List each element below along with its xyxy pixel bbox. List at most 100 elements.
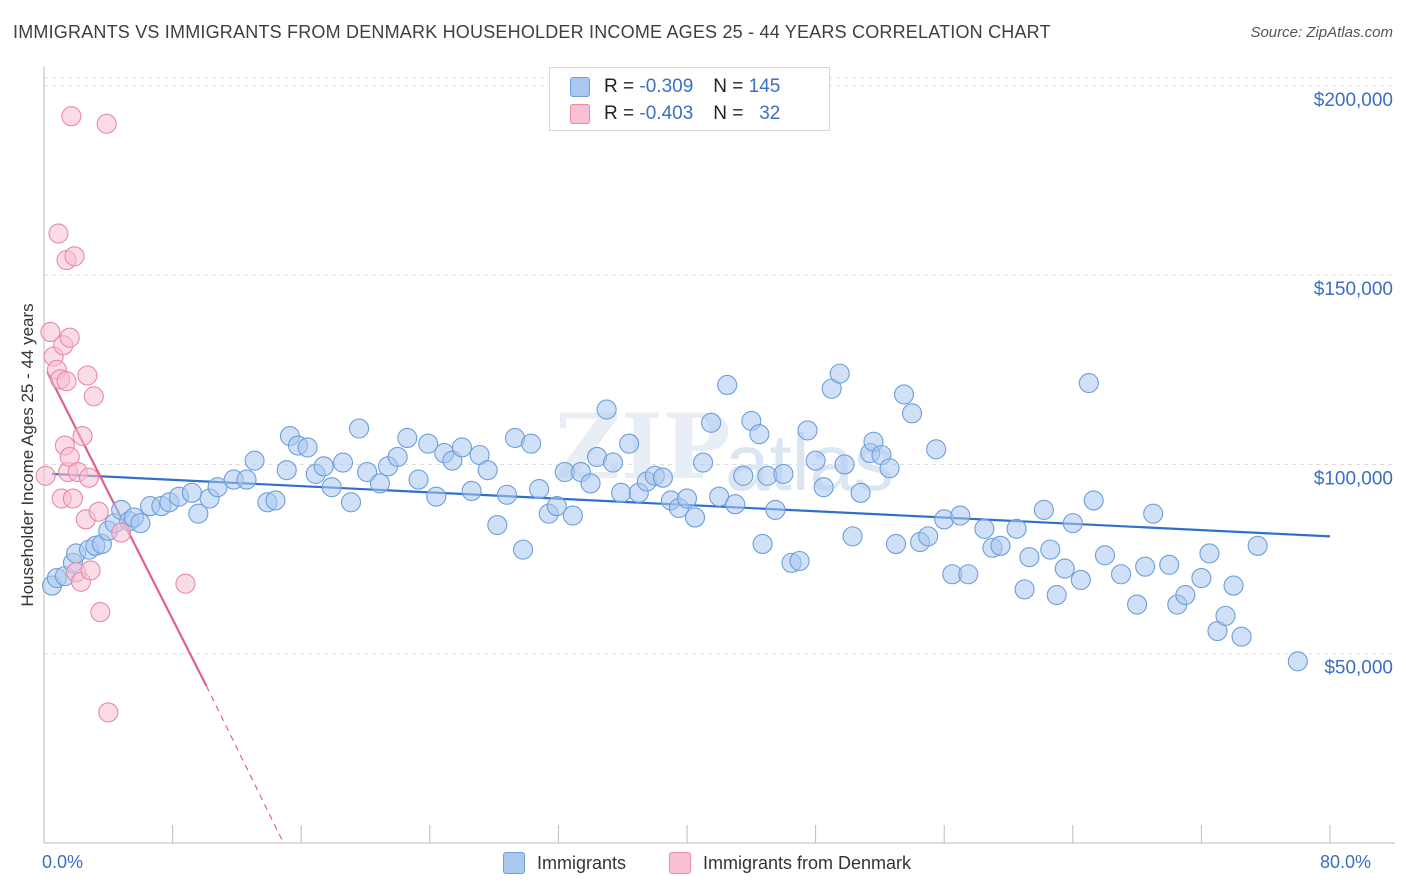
point-immigrants [461, 480, 482, 502]
point-immigrants [188, 503, 209, 524]
series-legend: Immigrants Immigrants from Denmark [0, 852, 1406, 878]
y-tick-label: $200,000 [1314, 90, 1393, 111]
point-immigrants [1215, 605, 1236, 626]
point-immigrants [885, 533, 907, 555]
legend-r-value: -0.403 [639, 103, 694, 124]
legend-n-label: N = [713, 76, 744, 97]
series-swatch-immigrants [503, 852, 525, 874]
point-immigrants [1199, 543, 1220, 564]
series-legend-label: Immigrants from Denmark [703, 852, 912, 873]
point-immigrants [773, 463, 794, 484]
point-denmark [83, 386, 104, 407]
point-immigrants [236, 469, 257, 490]
point-immigrants [340, 492, 362, 513]
point-immigrants [1078, 373, 1099, 394]
point-denmark [78, 467, 100, 488]
point-immigrants [797, 420, 818, 441]
point-immigrants [652, 467, 673, 488]
legend-n-label: N = [713, 103, 744, 124]
point-immigrants [749, 424, 770, 445]
point-immigrants [611, 482, 632, 503]
point-immigrants [1094, 545, 1115, 566]
point-immigrants [244, 450, 265, 471]
point-immigrants [418, 433, 439, 454]
point-denmark [40, 321, 61, 343]
point-denmark [111, 522, 132, 543]
grid-lines [44, 77, 1395, 655]
point-immigrants [1046, 585, 1067, 606]
point-denmark [96, 113, 117, 134]
point-immigrants [369, 473, 391, 494]
point-immigrants [1191, 567, 1212, 589]
point-immigrants [130, 513, 151, 534]
point-denmark [175, 573, 196, 594]
point-immigrants [918, 526, 939, 547]
point-immigrants [265, 490, 286, 511]
point-immigrants [332, 452, 354, 473]
point-immigrants [1127, 594, 1148, 615]
legend-row-denmark: R = -0.403 N = 32 [570, 102, 780, 126]
point-immigrants [1231, 626, 1252, 647]
point-immigrants [990, 535, 1011, 556]
y-tick-labels: $50,000 $100,000 $150,000 $200,000 [1314, 90, 1393, 679]
correlation-legend: R = -0.309 N = 145 R = -0.403 N = 32 [549, 67, 830, 131]
point-immigrants [313, 456, 334, 477]
point-immigrants [834, 454, 855, 475]
legend-row-immigrants: R = -0.309 N = 145 [570, 75, 780, 99]
point-immigrants [1247, 535, 1268, 556]
point-immigrants [813, 477, 834, 498]
x-tick-label-max: 80.0% [1320, 852, 1372, 872]
y-tick-label: $150,000 [1314, 279, 1393, 300]
point-immigrants [1110, 564, 1132, 585]
trend-line-denmark-extension [205, 685, 285, 844]
legend-r-label: R = [604, 103, 635, 124]
point-denmark [35, 465, 56, 486]
point-denmark [90, 602, 111, 623]
series-swatch-denmark [669, 852, 691, 874]
point-immigrants [1014, 579, 1035, 600]
legend-n-value: 145 [748, 76, 781, 97]
legend-swatch-immigrants [570, 77, 590, 97]
x-tick-label-min: 0.0% [42, 852, 84, 872]
legend-r-label: R = [604, 76, 635, 97]
y-tick-label: $100,000 [1314, 468, 1393, 489]
point-immigrants [850, 482, 871, 503]
point-immigrants [619, 433, 640, 454]
point-immigrants [181, 482, 202, 503]
point-immigrants [529, 479, 550, 500]
y-axis-label: Householder Income Ages 25 - 44 years [18, 303, 37, 607]
point-immigrants [387, 446, 408, 467]
point-immigrants [357, 461, 378, 483]
point-immigrants [603, 452, 624, 473]
y-tick-label: $50,000 [1324, 658, 1393, 679]
point-denmark [77, 365, 98, 386]
point-immigrants [926, 439, 947, 460]
point-denmark [98, 702, 119, 723]
point-immigrants [1143, 503, 1164, 524]
axes [43, 67, 1395, 844]
point-immigrants [752, 533, 773, 555]
point-immigrants [701, 412, 722, 433]
point-immigrants [580, 473, 601, 494]
series-legend-denmark: Immigrants from Denmark [669, 852, 911, 874]
point-immigrants [451, 437, 473, 458]
point-immigrants [950, 505, 971, 526]
point-denmark [62, 488, 83, 509]
point-immigrants [725, 494, 746, 515]
point-immigrants [1040, 539, 1061, 560]
point-immigrants [546, 496, 567, 517]
point-denmark [72, 426, 93, 447]
point-immigrants [717, 374, 738, 396]
point-immigrants [676, 488, 698, 509]
point-immigrants [1223, 575, 1244, 596]
point-immigrants [893, 384, 915, 405]
point-immigrants [1175, 585, 1196, 606]
point-immigrants [276, 460, 297, 481]
data-points [35, 106, 1308, 723]
series-legend-label: Immigrants [537, 852, 627, 873]
point-immigrants [733, 465, 754, 486]
point-immigrants [1062, 513, 1083, 534]
point-immigrants [765, 499, 786, 520]
legend-n-value: 32 [759, 103, 781, 124]
